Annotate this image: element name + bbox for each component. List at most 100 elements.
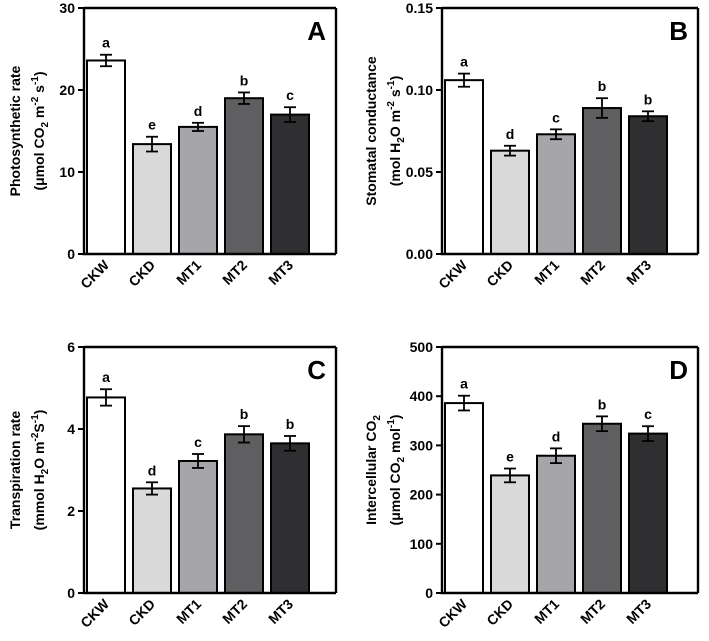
panel-letter: A: [307, 16, 326, 46]
y-label-superscript: -1: [386, 419, 397, 428]
category-label: MT1: [173, 596, 204, 627]
category-label: CKW: [77, 256, 113, 292]
significance-letter: a: [460, 376, 468, 392]
category-label: MT2: [219, 596, 250, 627]
category-label: MT1: [531, 596, 562, 627]
y-tick-label: 100: [410, 536, 434, 552]
category-label: CKD: [125, 596, 158, 629]
y-label-text: s: [31, 85, 47, 97]
y-tick-label: 0.10: [406, 82, 433, 98]
category-label: MT3: [265, 596, 296, 627]
y-label-text: s: [387, 89, 403, 101]
y-tick-label: 0: [425, 585, 433, 601]
bar-mt1: [178, 459, 218, 595]
significance-letter: c: [552, 109, 560, 125]
y-label-superscript: -2: [30, 96, 41, 105]
y-label-text: (μmol CO: [31, 127, 47, 190]
y-label-subscript: 2: [396, 137, 407, 143]
category-label: CKW: [435, 595, 471, 631]
category-label: MT1: [531, 257, 562, 288]
panel-c: a CKW d CKD c MT1 b MT2 b MT3 0 2 4 6 C Transpiration r…: [7, 339, 338, 631]
y-label-text: (mmol H: [31, 474, 47, 530]
significance-letter: b: [240, 72, 249, 88]
y-label-text: ): [387, 415, 403, 420]
y-axis-label-line2: (μmol CO2 m-2 s-1): [30, 71, 51, 190]
significance-letter: d: [506, 126, 515, 142]
significance-letter: a: [460, 54, 468, 70]
y-tick-label: 0: [67, 246, 75, 262]
category-label: CKD: [125, 257, 158, 290]
y-tick-label: 400: [410, 388, 434, 404]
significance-letter: b: [598, 78, 607, 94]
significance-letter: c: [194, 434, 202, 450]
y-tick-label: 300: [410, 437, 434, 453]
y-axis-label-line1: Intercellular CO2: [363, 415, 383, 525]
category-label: MT3: [265, 257, 296, 288]
y-axis-label-line2: (μmol CO2 mol-1): [386, 415, 407, 526]
y-axis-label-line1: Photosynthetic rate: [7, 65, 23, 196]
bar-mt2: [224, 433, 264, 594]
y-label-text: ): [31, 410, 47, 415]
category-label: MT3: [623, 257, 654, 288]
y-label-subscript: 2: [372, 415, 383, 421]
y-label-text: S: [31, 423, 47, 432]
y-label-superscript: -1: [30, 76, 41, 85]
y-tick-label: 0.15: [406, 0, 433, 16]
y-label-text: ): [387, 76, 403, 81]
bar-mt1: [536, 454, 576, 594]
category-label: CKW: [77, 595, 113, 631]
y-tick-label: 500: [410, 339, 434, 355]
panel-d: a CKW e CKD d MT1 b MT2 c MT3 0 100 200 300 400 500 D Int…: [363, 339, 700, 631]
significance-letter: d: [148, 462, 157, 478]
significance-letter: e: [148, 117, 156, 133]
bar-ckw: [86, 396, 126, 594]
significance-letter: a: [102, 35, 110, 51]
category-label: MT2: [577, 257, 608, 288]
y-label-text: Stomatal conductance: [363, 56, 379, 206]
bar-mt2: [582, 422, 622, 595]
y-tick-label: 10: [59, 164, 75, 180]
panel-b: a CKW d CKD c MT1 b MT2 b MT3 0.00 0.05 0.10 0.15 B Sto…: [363, 0, 700, 292]
significance-letter: d: [194, 103, 203, 119]
panel-letter: B: [669, 16, 688, 46]
y-tick-label: 20: [59, 82, 75, 98]
y-label-subscript: 2: [40, 122, 51, 128]
bar-ckd: [490, 474, 530, 594]
y-tick-label: 0.05: [406, 164, 433, 180]
bar-mt3: [270, 442, 310, 594]
category-label: MT2: [219, 257, 250, 288]
panel-letter: C: [307, 355, 326, 385]
y-label-text: O m: [31, 442, 47, 469]
y-tick-label: 200: [410, 487, 434, 503]
y-label-superscript: -2: [30, 432, 41, 441]
bar-ckw: [444, 79, 484, 255]
category-label: CKD: [483, 596, 516, 629]
bar-ckd: [132, 143, 172, 255]
y-label-subscript: 2: [396, 456, 407, 462]
significance-letter: b: [286, 416, 295, 432]
y-label-text: Transpiration rate: [7, 411, 23, 529]
significance-letter: d: [552, 428, 561, 444]
y-tick-label: 4: [67, 421, 75, 437]
bar-mt2: [582, 107, 622, 256]
category-label: MT2: [577, 596, 608, 627]
bar-mt3: [628, 432, 668, 595]
y-tick-label: 30: [59, 0, 75, 16]
y-tick-label: 0.00: [406, 246, 433, 262]
panel-letter: D: [669, 355, 688, 385]
bar-mt3: [270, 113, 310, 255]
y-axis-label-line1: Transpiration rate: [7, 411, 23, 529]
y-tick-label: 6: [67, 339, 75, 355]
bar-ckd: [490, 149, 530, 255]
y-label-superscript: -2: [386, 101, 397, 110]
bar-mt3: [628, 115, 668, 255]
y-axis-label-line1: Stomatal conductance: [363, 56, 379, 206]
significance-letter: b: [240, 406, 249, 422]
category-label: CKD: [483, 257, 516, 290]
bar-mt1: [536, 133, 576, 255]
bar-ckd: [132, 487, 172, 595]
y-label-text: mol: [387, 428, 403, 457]
y-label-text: Intercellular CO: [363, 421, 379, 525]
y-tick-label: 2: [67, 503, 75, 519]
